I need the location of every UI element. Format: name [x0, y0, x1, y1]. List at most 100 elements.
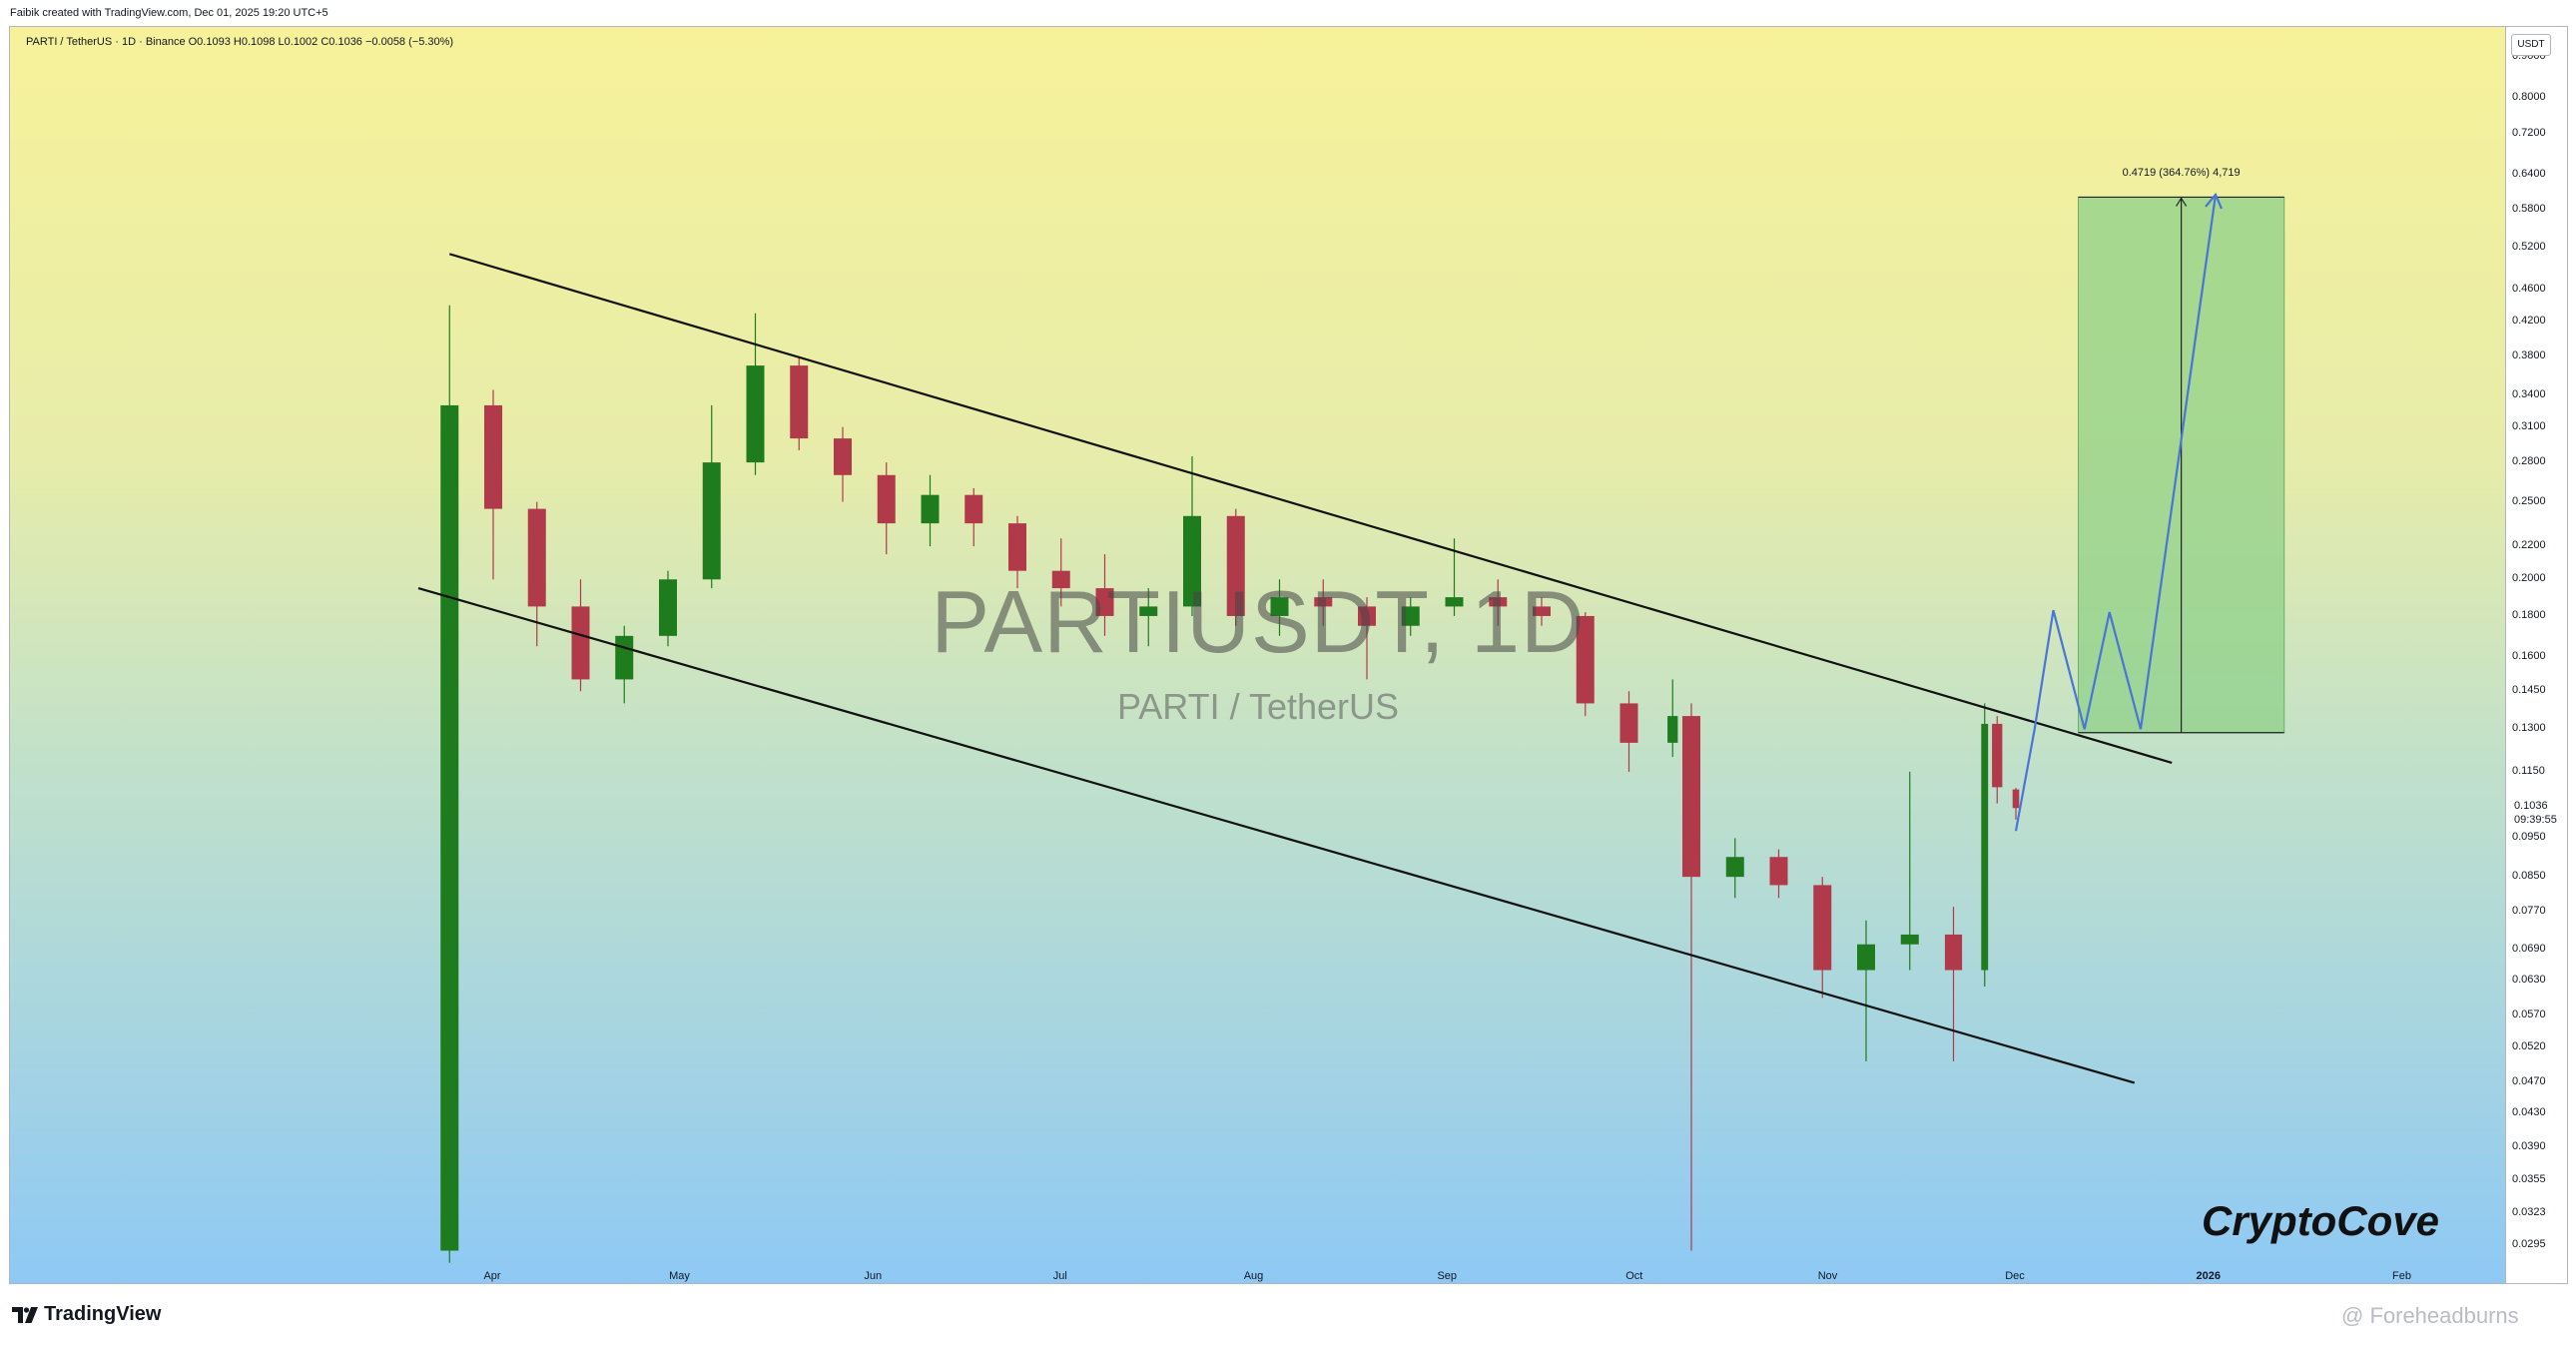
candle-body — [1725, 857, 1744, 878]
channel-lower-line — [417, 587, 2136, 1084]
candle-body — [1667, 716, 1678, 743]
candle-body — [1619, 703, 1638, 743]
target-zone-label: 0.4719 (364.76%) 4,719 — [2122, 167, 2241, 180]
candle — [1682, 703, 1700, 1251]
price-tick-label: 0.1300 — [2512, 722, 2546, 735]
candle — [1619, 691, 1638, 772]
time-tick-label: Aug — [1243, 1270, 1264, 1282]
candle-body — [790, 365, 809, 439]
candle — [1358, 597, 1376, 680]
candle-body — [1981, 723, 1989, 971]
channel-upper-line — [448, 253, 2173, 765]
candle-body — [877, 474, 896, 524]
candle-body — [921, 494, 940, 524]
candle — [965, 487, 983, 547]
time-tick-label: Dec — [2005, 1270, 2025, 1282]
price-axis[interactable]: 0.90000.80000.72000.64000.58000.52000.46… — [2506, 26, 2568, 1284]
price-tick-label: 0.6400 — [2512, 168, 2546, 181]
candle — [1857, 920, 1875, 1061]
candle — [790, 355, 809, 450]
candle — [1183, 455, 1201, 616]
tradingview-logo[interactable]: TradingView — [12, 1303, 161, 1326]
candle — [1401, 597, 1420, 636]
tradingview-logo-icon — [12, 1306, 38, 1323]
currency-unit-button[interactable]: USDT — [2511, 34, 2551, 56]
price-tick-label: 0.7200 — [2512, 127, 2546, 140]
candle-body — [1944, 934, 1963, 971]
price-tick-label: 0.3800 — [2512, 348, 2546, 361]
time-tick-label: Sep — [1437, 1270, 1458, 1282]
candle-body — [1682, 716, 1700, 878]
candle-body — [1358, 606, 1376, 626]
price-tick-label: 0.5200 — [2512, 240, 2546, 253]
time-axis[interactable]: Apr May Jun Jul Aug Sep Oct Nov Dec 2026 Feb — [9, 1268, 2506, 1284]
candle-body — [1769, 857, 1788, 886]
price-tick-label: 0.2000 — [2512, 572, 2546, 585]
time-tick-label: Apr — [483, 1270, 501, 1282]
author-credit: @ Foreheadburns — [2341, 1303, 2519, 1328]
symbol-legend: PARTI / TetherUS · 1D · Binance O0.1093 … — [26, 36, 454, 48]
candle — [1226, 508, 1245, 626]
time-tick-label: Feb — [2392, 1270, 2411, 1282]
candle-body — [2012, 789, 2020, 809]
time-tick-label: Nov — [1817, 1270, 1838, 1282]
candle — [659, 570, 677, 647]
price-tick-label: 0.0390 — [2512, 1140, 2546, 1153]
candle-body — [659, 579, 677, 636]
price-tick-label: 0.8000 — [2512, 90, 2546, 103]
price-chart[interactable] — [10, 27, 2506, 1284]
price-tick-label: 0.3400 — [2512, 387, 2546, 400]
candle-body — [1139, 606, 1158, 616]
created-by-text: Faibik created with TradingView.com, Dec… — [10, 7, 328, 19]
candle — [1769, 849, 1788, 899]
candle — [1314, 579, 1333, 626]
candle-body — [1008, 523, 1026, 571]
price-tick-label: 0.2800 — [2512, 455, 2546, 468]
projection-path — [2014, 194, 2218, 832]
candle — [1992, 716, 2003, 804]
drawings-layer — [417, 192, 2285, 1084]
price-tick-label: 0.2200 — [2512, 539, 2546, 552]
candle — [484, 389, 502, 580]
bar-countdown: 09:39:55 — [2514, 814, 2557, 827]
price-tick-label: 0.1450 — [2512, 684, 2546, 697]
price-tick-label: 0.0430 — [2512, 1106, 2546, 1119]
candle-body — [1183, 515, 1201, 607]
candle-body — [1900, 934, 1919, 945]
price-tick-label: 0.4200 — [2512, 314, 2546, 327]
candle — [702, 404, 721, 589]
candle-body — [1992, 723, 2003, 788]
price-tick-label: 0.5800 — [2512, 202, 2546, 215]
candle — [834, 426, 852, 502]
price-tick-label: 0.0570 — [2512, 1009, 2546, 1021]
candle-body — [1489, 597, 1508, 607]
price-tick-label: 0.0690 — [2512, 942, 2546, 955]
candle-body — [571, 606, 590, 680]
candle-body — [1857, 944, 1875, 971]
candle — [1944, 907, 1963, 1061]
candle — [1095, 554, 1114, 636]
candle-body — [1533, 606, 1551, 616]
projection-arrow-head — [2205, 192, 2224, 210]
candles-layer — [440, 305, 2020, 1263]
candle — [1270, 579, 1289, 636]
candle-body — [484, 404, 502, 509]
candle — [921, 474, 940, 547]
price-tick-label: 0.0470 — [2512, 1075, 2546, 1088]
candle — [877, 462, 896, 555]
symbol-name-watermark: PARTI / TetherUS — [1116, 686, 1400, 727]
candle — [1489, 579, 1508, 626]
top-bar: Faibik created with TradingView.com, Dec… — [0, 0, 2576, 26]
candle — [2012, 788, 2020, 820]
measure-arrow-head — [2176, 197, 2188, 207]
candle-body — [746, 365, 765, 463]
candle-body — [1576, 615, 1595, 704]
price-tick-label: 0.1600 — [2512, 649, 2546, 662]
candle — [1725, 838, 1744, 899]
price-tick-label: 0.0520 — [2512, 1040, 2546, 1053]
chart-pane[interactable]: PARTI / TetherUS · 1D · Binance O0.1093 … — [9, 26, 2506, 1284]
candle — [1008, 515, 1026, 589]
price-tick-label: 0.0770 — [2512, 904, 2546, 917]
candle-body — [702, 462, 721, 580]
candle-body — [1051, 570, 1070, 589]
